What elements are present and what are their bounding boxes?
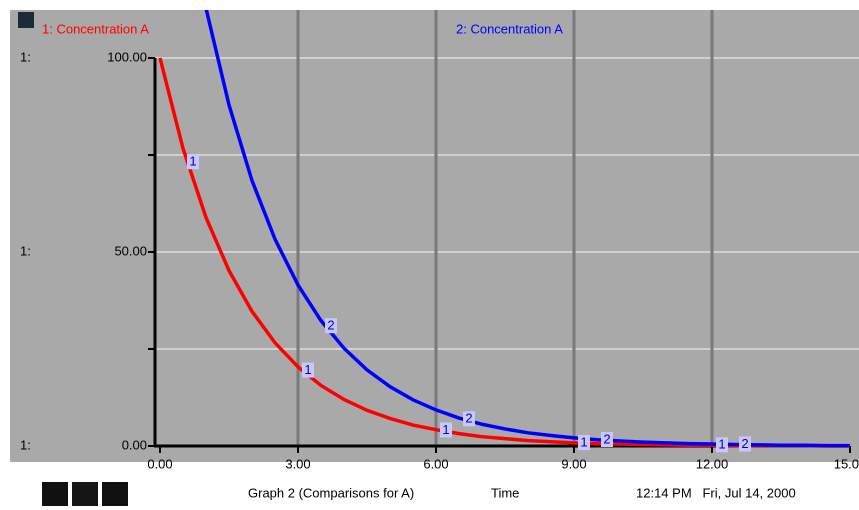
series-marker: 1 [580, 434, 587, 449]
graph-icon[interactable] [18, 12, 34, 28]
series-marker-box [578, 435, 590, 451]
x-tick-label: 15.00 [834, 456, 859, 471]
series-marker: 1 [189, 154, 196, 169]
plot-area [158, 10, 850, 448]
series-marker: 2 [327, 318, 334, 333]
page-icon[interactable] [72, 482, 98, 506]
series-marker-box [302, 362, 314, 378]
series-marker-box [440, 422, 452, 438]
x-tick-label: 0.00 [147, 456, 172, 471]
series-marker: 2 [603, 431, 610, 446]
x-axis-label: Time [491, 485, 519, 500]
legend-entry: 2: Concentration A [456, 21, 563, 36]
series-marker-box [325, 318, 337, 334]
series-marker-box [601, 432, 613, 448]
series-marker-box [187, 154, 199, 170]
series-marker: 1 [718, 437, 725, 452]
series-marker: 1 [442, 422, 449, 437]
x-tick-label: 3.00 [285, 456, 310, 471]
x-tick-label: 6.00 [423, 456, 448, 471]
series-marker: 1 [304, 362, 311, 377]
series-marker-box [463, 411, 475, 427]
series-marker: 2 [465, 411, 472, 426]
timestamp: 12:14 PM Fri, Jul 14, 2000 [636, 485, 796, 500]
y-tick-label: 50.00 [114, 243, 147, 258]
axis-prefix: 1: [20, 49, 31, 64]
x-tick-label: 12.00 [696, 456, 729, 471]
axis-prefix: 1: [20, 243, 31, 258]
series-marker-box [739, 436, 751, 452]
footer-title: Graph 2 (Comparisons for A) [248, 485, 414, 500]
line-series [204, 10, 850, 448]
legend-entry: 1: Concentration A [42, 21, 149, 36]
y-tick-label: 100.00 [107, 49, 147, 64]
axis-prefix: 1: [20, 437, 31, 452]
page-icon[interactable] [42, 482, 68, 506]
series-marker: 2 [741, 436, 748, 451]
page-icon[interactable] [102, 482, 128, 506]
x-tick-label: 9.00 [561, 456, 586, 471]
series-marker-box [716, 437, 728, 453]
y-tick-label: 0.00 [122, 437, 147, 452]
